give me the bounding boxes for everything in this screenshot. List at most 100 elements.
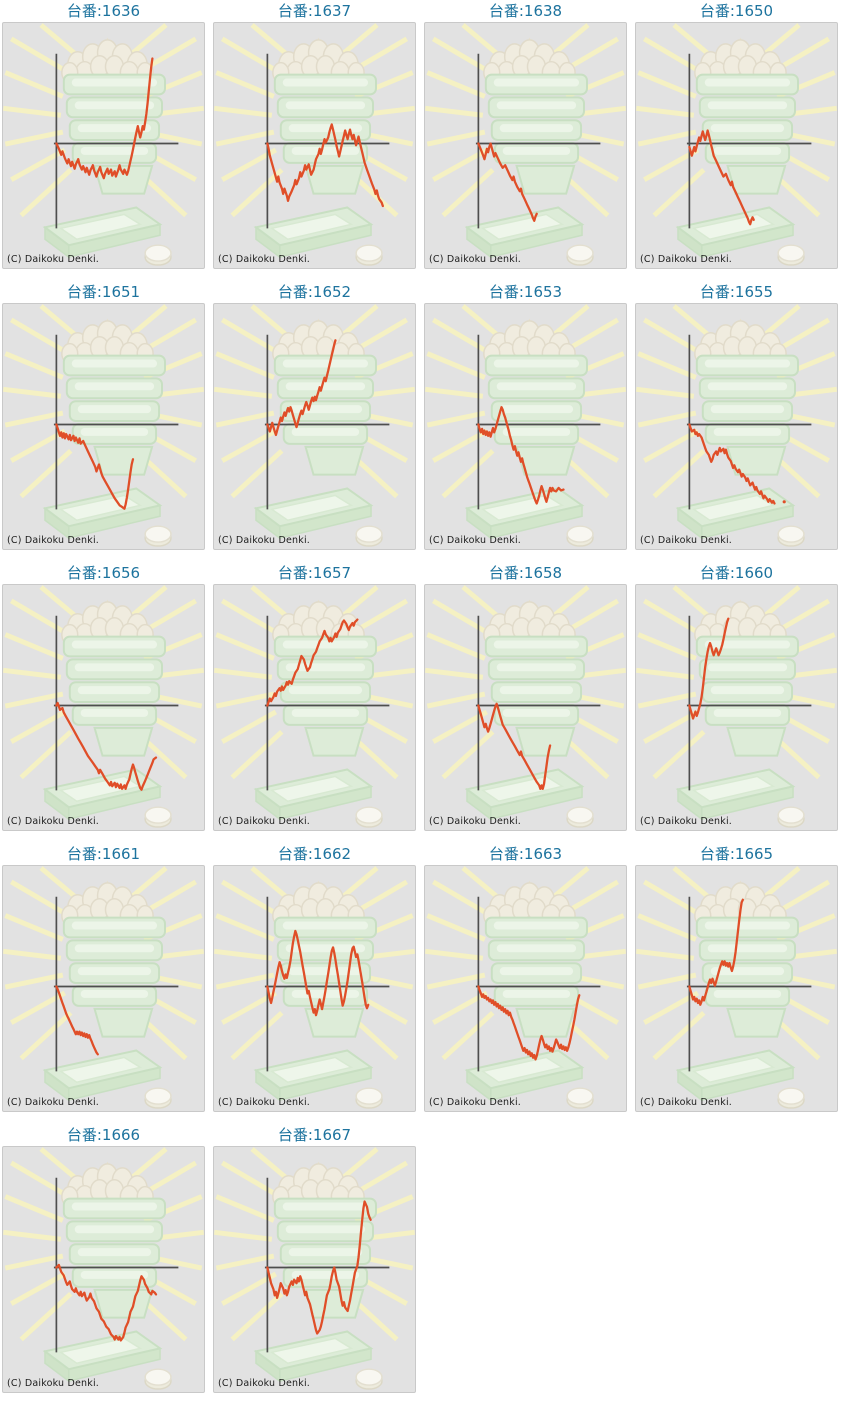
slump-graph bbox=[3, 1147, 204, 1392]
machine-title-link[interactable]: 台番:1656 bbox=[66, 564, 141, 582]
machine-title-link[interactable]: 台番:1653 bbox=[488, 283, 563, 301]
machine-cell: 台番:1660 (C) Daikoku Denki. bbox=[633, 562, 844, 831]
slump-graph bbox=[425, 585, 626, 830]
pachinko-machine-watermark bbox=[3, 868, 203, 1108]
machine-title-link[interactable]: 台番:1666 bbox=[66, 1126, 141, 1144]
pachinko-machine-watermark bbox=[214, 25, 414, 265]
pachinko-machine-watermark bbox=[425, 306, 625, 546]
slump-graph-panel[interactable]: (C) Daikoku Denki. bbox=[424, 584, 627, 831]
slump-graph bbox=[214, 304, 415, 549]
slump-graph-panel[interactable]: (C) Daikoku Denki. bbox=[213, 303, 416, 550]
machine-title-link[interactable]: 台番:1657 bbox=[277, 564, 352, 582]
pachinko-machine-watermark bbox=[425, 868, 625, 1108]
machine-cell: 台番:1651 (C) Daikoku Denki. bbox=[0, 281, 211, 550]
machine-cell: 台番:1662 (C) Daikoku Denki. bbox=[211, 843, 422, 1112]
slump-line bbox=[688, 129, 755, 226]
slump-graph-panel[interactable]: (C) Daikoku Denki. bbox=[2, 865, 205, 1112]
machine-cell: 台番:1657 (C) Daikoku Denki. bbox=[211, 562, 422, 831]
slump-graph-panel[interactable]: (C) Daikoku Denki. bbox=[635, 584, 838, 831]
machine-title-link[interactable]: 台番:1667 bbox=[277, 1126, 352, 1144]
copyright-label: (C) Daikoku Denki. bbox=[640, 816, 733, 827]
slump-graph-panel[interactable]: (C) Daikoku Denki. bbox=[635, 303, 838, 550]
machine-title-link[interactable]: 台番:1637 bbox=[277, 2, 352, 20]
copyright-label: (C) Daikoku Denki. bbox=[429, 535, 522, 546]
slump-graph bbox=[214, 585, 415, 830]
slump-line bbox=[55, 423, 135, 510]
machine-cell: 台番:1638 (C) Daikoku Denki. bbox=[422, 0, 633, 269]
copyright-label: (C) Daikoku Denki. bbox=[640, 535, 733, 546]
slump-graph-panel[interactable]: (C) Daikoku Denki. bbox=[424, 303, 627, 550]
slump-graph-panel[interactable]: (C) Daikoku Denki. bbox=[213, 865, 416, 1112]
machine-cell: 台番:1636 (C) Daikoku Denki. bbox=[0, 0, 211, 269]
slump-graph bbox=[425, 304, 626, 549]
machine-cell: 台番:1637 (C) Daikoku Denki. bbox=[211, 0, 422, 269]
slump-graph bbox=[425, 866, 626, 1111]
machine-cell: 台番:1661 (C) Daikoku Denki. bbox=[0, 843, 211, 1112]
pachinko-machine-watermark bbox=[3, 306, 203, 546]
slump-graph bbox=[3, 585, 204, 830]
slump-graph-panel[interactable]: (C) Daikoku Denki. bbox=[424, 865, 627, 1112]
machine-title-link[interactable]: 台番:1665 bbox=[699, 845, 774, 863]
slump-line bbox=[477, 406, 565, 505]
slump-graph-panel[interactable]: (C) Daikoku Denki. bbox=[2, 1146, 205, 1393]
pachinko-machine-watermark bbox=[425, 25, 625, 265]
slump-line bbox=[266, 123, 384, 208]
slump-graph-panel[interactable]: (C) Daikoku Denki. bbox=[635, 22, 838, 269]
slump-graph bbox=[3, 304, 204, 549]
machine-title-link[interactable]: 台番:1650 bbox=[699, 2, 774, 20]
slump-graph-panel[interactable]: (C) Daikoku Denki. bbox=[424, 22, 627, 269]
pachinko-machine-watermark bbox=[214, 1149, 414, 1389]
machine-title-link[interactable]: 台番:1661 bbox=[66, 845, 141, 863]
slump-line bbox=[688, 617, 730, 720]
slump-graph-panel[interactable]: (C) Daikoku Denki. bbox=[213, 22, 416, 269]
copyright-label: (C) Daikoku Denki. bbox=[218, 1378, 311, 1389]
slump-graph bbox=[636, 304, 837, 549]
pachinko-machine-watermark bbox=[636, 587, 836, 827]
machine-title-link[interactable]: 台番:1636 bbox=[66, 2, 141, 20]
slump-graph bbox=[636, 585, 837, 830]
slump-line bbox=[477, 985, 581, 1061]
machine-title-link[interactable]: 台番:1655 bbox=[699, 283, 774, 301]
slump-graph bbox=[3, 23, 204, 268]
slump-graph bbox=[3, 866, 204, 1111]
machine-cell: 台番:1655 (C) Daikoku Denki. bbox=[633, 281, 844, 550]
slump-line bbox=[55, 701, 158, 791]
slump-graph bbox=[214, 866, 415, 1111]
slump-graph-panel[interactable]: (C) Daikoku Denki. bbox=[2, 303, 205, 550]
machine-title-link[interactable]: 台番:1658 bbox=[488, 564, 563, 582]
copyright-label: (C) Daikoku Denki. bbox=[218, 535, 311, 546]
machine-title-link[interactable]: 台番:1652 bbox=[277, 283, 352, 301]
slump-graph-panel[interactable]: (C) Daikoku Denki. bbox=[213, 1146, 416, 1393]
machine-title-link[interactable]: 台番:1662 bbox=[277, 845, 352, 863]
pachinko-machine-watermark bbox=[636, 868, 836, 1108]
slump-line bbox=[477, 702, 552, 790]
slump-graph-panel[interactable]: (C) Daikoku Denki. bbox=[2, 584, 205, 831]
machine-title-link[interactable]: 台番:1638 bbox=[488, 2, 563, 20]
slump-graph-panel[interactable]: (C) Daikoku Denki. bbox=[213, 584, 416, 831]
pachinko-machine-watermark bbox=[425, 587, 625, 827]
copyright-label: (C) Daikoku Denki. bbox=[7, 254, 100, 265]
copyright-label: (C) Daikoku Denki. bbox=[429, 1097, 522, 1108]
pachinko-machine-watermark bbox=[214, 868, 414, 1108]
slump-line bbox=[55, 57, 154, 180]
machine-cell: 台番:1652 (C) Daikoku Denki. bbox=[211, 281, 422, 550]
slump-graph-panel[interactable]: (C) Daikoku Denki. bbox=[635, 865, 838, 1112]
copyright-label: (C) Daikoku Denki. bbox=[218, 1097, 311, 1108]
pachinko-machine-watermark bbox=[214, 587, 414, 827]
slump-graph bbox=[636, 866, 837, 1111]
copyright-label: (C) Daikoku Denki. bbox=[429, 816, 522, 827]
stray-dot bbox=[782, 500, 786, 504]
machine-cell: 台番:1656 (C) Daikoku Denki. bbox=[0, 562, 211, 831]
machine-title-link[interactable]: 台番:1651 bbox=[66, 283, 141, 301]
machine-title-link[interactable]: 台番:1663 bbox=[488, 845, 563, 863]
slump-graph bbox=[214, 1147, 415, 1392]
machine-cell: 台番:1658 (C) Daikoku Denki. bbox=[422, 562, 633, 831]
machine-title-link[interactable]: 台番:1660 bbox=[699, 564, 774, 582]
copyright-label: (C) Daikoku Denki. bbox=[7, 1378, 100, 1389]
pachinko-machine-watermark bbox=[636, 25, 836, 265]
pachinko-machine-watermark bbox=[3, 587, 203, 827]
machine-cell: 台番:1663 (C) Daikoku Denki. bbox=[422, 843, 633, 1112]
slump-graph-panel[interactable]: (C) Daikoku Denki. bbox=[2, 22, 205, 269]
copyright-label: (C) Daikoku Denki. bbox=[429, 254, 522, 265]
pachinko-machine-watermark bbox=[3, 25, 203, 265]
